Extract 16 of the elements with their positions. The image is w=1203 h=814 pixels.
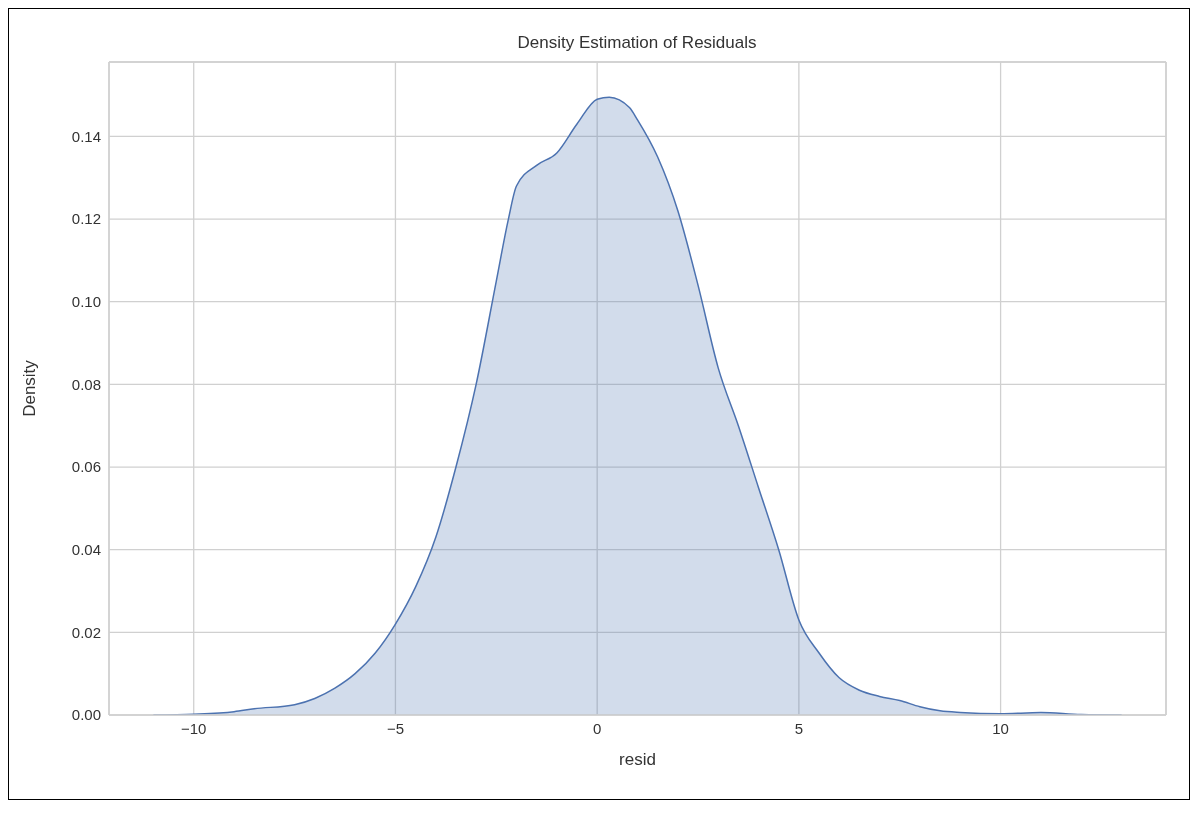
x-tick-label: −10: [180, 719, 207, 737]
y-tick-label: 0.00: [71, 706, 101, 724]
y-tick-label: 0.02: [71, 623, 101, 641]
x-tick-label: 0: [592, 719, 602, 737]
y-tick-label: 0.14: [71, 127, 101, 145]
x-tick-label: 5: [794, 719, 804, 737]
y-tick-label: 0.08: [71, 375, 101, 393]
x-tick-label: 10: [992, 719, 1009, 737]
chart-title: Density Estimation of Residuals: [516, 33, 758, 53]
x-tick-label: −5: [386, 719, 404, 737]
y-axis-title: Density: [20, 359, 40, 417]
y-tick-label: 0.12: [71, 210, 101, 228]
x-axis-title: resid: [619, 750, 656, 769]
y-tick-label: 0.10: [71, 293, 101, 311]
y-tick-label: 0.06: [71, 458, 101, 476]
y-tick-label: 0.04: [71, 541, 101, 559]
